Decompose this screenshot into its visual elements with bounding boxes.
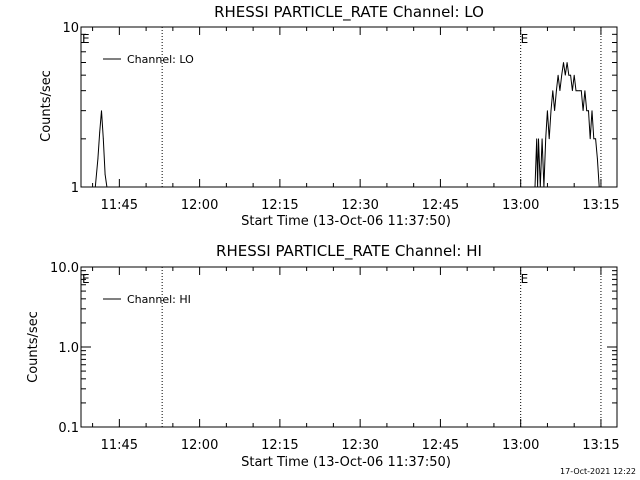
data-point: [554, 110, 555, 112]
x-tick-label: 12:00: [181, 198, 218, 213]
data-point: [577, 90, 579, 92]
x-tick-label: 12:00: [181, 438, 218, 453]
x-tick-label: 13:15: [582, 198, 619, 213]
x-tick-label: 12:45: [422, 198, 459, 213]
y-tick-label: 10: [62, 21, 79, 36]
y-axis-label: Counts/sec: [39, 70, 54, 142]
data-point: [97, 158, 99, 160]
data-point: [101, 110, 102, 112]
data-point: [573, 74, 575, 76]
data-point: [534, 186, 536, 188]
data-point: [575, 90, 577, 92]
legend-label: Channel: LO: [127, 53, 194, 66]
data-point: [559, 90, 561, 92]
data-point: [538, 138, 539, 140]
data-point: [536, 138, 538, 140]
x-tick-label: 12:30: [341, 438, 378, 453]
footer-date: 17-Oct-2021 12:22: [560, 467, 636, 476]
y-tick-label: 1: [71, 181, 79, 196]
data-point: [596, 158, 598, 160]
data-point: [570, 74, 572, 76]
x-axis-label: Start Time (13-Oct-06 11:37:50): [241, 214, 451, 229]
data-point: [557, 74, 559, 76]
data-point: [582, 110, 584, 112]
chart-panel-hi: RHESSI PARTICLE_RATE Channel: HI Counts/…: [26, 242, 620, 470]
data-point: [591, 110, 593, 112]
data-point: [588, 110, 589, 112]
x-tick-label: 12:15: [261, 198, 298, 213]
data-point: [564, 74, 566, 76]
x-tick-label: 11:45: [101, 198, 138, 213]
data-point: [555, 90, 557, 92]
x-tick-label: 11:45: [101, 438, 138, 453]
data-point: [543, 186, 545, 188]
legend-label: Channel: HI: [127, 293, 191, 306]
data-point: [579, 90, 580, 92]
data-point: [589, 138, 591, 140]
y-tick-label: 10.0: [50, 261, 79, 276]
data-point: [563, 62, 564, 63]
plot-frame: [80, 26, 618, 188]
data-point: [568, 74, 570, 76]
event-marker-label: E: [521, 272, 529, 286]
y-tick-label: 1.0: [58, 341, 79, 356]
data-point: [537, 186, 539, 188]
x-tick-label: 13:00: [502, 198, 539, 213]
data-point: [593, 138, 595, 140]
data-point: [541, 138, 543, 140]
x-tick-label: 12:45: [422, 438, 459, 453]
data-point: [595, 138, 596, 140]
data-point: [102, 138, 104, 140]
y-tick-label: 0.1: [58, 421, 79, 436]
event-marker-label: E: [521, 32, 529, 46]
x-tick-label: 13:15: [582, 438, 619, 453]
data-point: [598, 186, 600, 188]
data-point: [104, 173, 106, 175]
x-tick-label: 12:15: [261, 438, 298, 453]
event-marker-label: E: [82, 32, 90, 46]
data-point: [586, 110, 588, 112]
chart-title: RHESSI PARTICLE_RATE Channel: HI: [216, 242, 482, 261]
y-axis-label: Counts/sec: [26, 311, 41, 383]
event-marker-label: E: [82, 272, 90, 286]
x-axis-label: Start Time (13-Oct-06 11:37:50): [241, 455, 451, 470]
data-point: [547, 110, 548, 112]
data-point: [566, 62, 568, 63]
data-point: [580, 90, 582, 92]
x-tick-label: 13:00: [502, 438, 539, 453]
x-tick-label: 12:30: [341, 198, 378, 213]
data-point: [550, 110, 552, 112]
legend: Channel: HI: [103, 293, 191, 306]
data-point: [561, 74, 563, 76]
data-point: [94, 186, 96, 188]
data-point: [548, 138, 550, 140]
data-point: [545, 138, 547, 140]
data-point: [552, 90, 554, 92]
data-point: [106, 186, 108, 188]
legend: Channel: LO: [103, 53, 194, 66]
data-point: [584, 90, 586, 92]
chart-title: RHESSI PARTICLE_RATE Channel: LO: [214, 3, 484, 22]
data-point: [539, 186, 541, 188]
chart-panel-lo: RHESSI PARTICLE_RATE Channel: LO Counts/…: [39, 3, 620, 229]
data-point: [99, 131, 101, 133]
data-point: [572, 90, 573, 92]
